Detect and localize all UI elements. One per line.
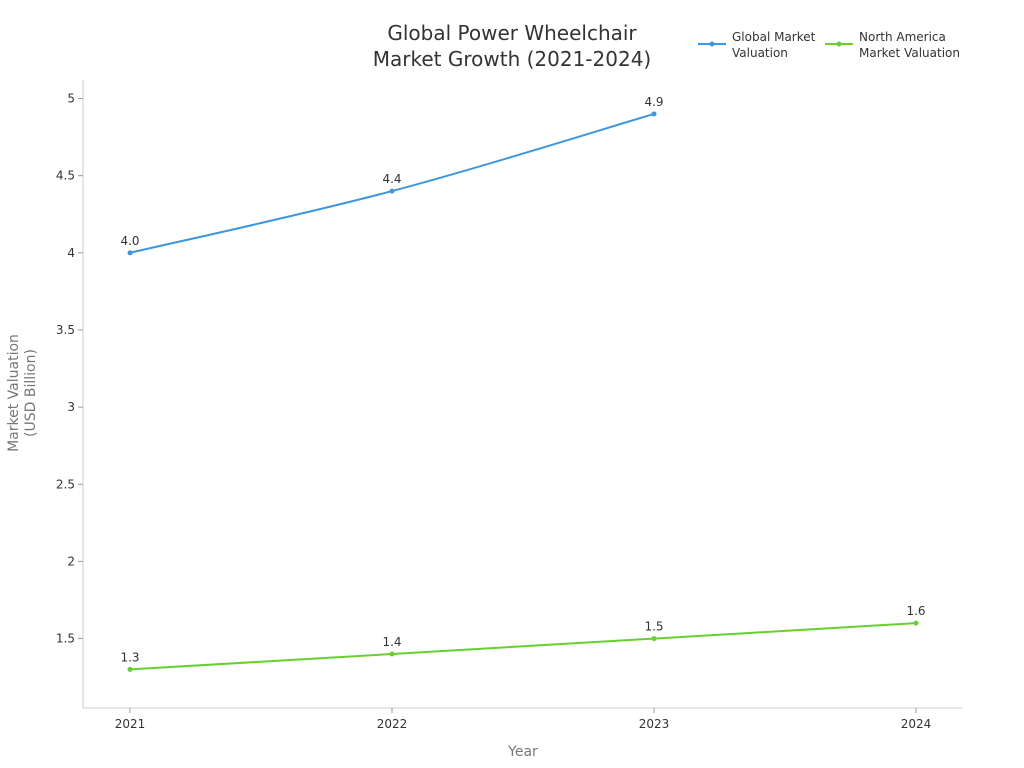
legend-label: Valuation xyxy=(732,46,788,60)
y-tick-label: 3.5 xyxy=(56,323,75,337)
legend: Global Market Valuation North America Marke… xyxy=(698,30,960,60)
data-label: 1.3 xyxy=(120,650,139,664)
series-1: 4.0 4.4 4.9 xyxy=(120,95,664,256)
data-label: 1.6 xyxy=(906,604,925,618)
x-tick-label: 2022 xyxy=(377,717,408,731)
x-axis-ticks: 2021 2022 2023 2024 xyxy=(115,708,932,731)
legend-item-1: Global Market Valuation xyxy=(698,30,816,60)
x-tick-label: 2024 xyxy=(901,717,932,731)
series-group: 4.0 4.4 4.9 1.3 1.4 1.5 1.6 xyxy=(120,95,926,672)
legend-item-2: North America Market Valuation xyxy=(825,30,960,60)
legend-label: North America xyxy=(859,30,946,44)
chart-title-line-2: Market Growth (2021-2024) xyxy=(373,47,651,71)
data-point xyxy=(127,666,133,672)
data-label: 1.4 xyxy=(382,635,401,649)
chart-title-line-1: Global Power Wheelchair xyxy=(387,21,637,45)
data-label: 1.5 xyxy=(644,620,663,634)
y-axis-ticks: 1.5 2 2.5 3 3.5 4 4.5 5 xyxy=(56,92,83,646)
x-tick-label: 2021 xyxy=(115,717,146,731)
legend-label: Global Market xyxy=(732,30,816,44)
y-tick-label: 4.5 xyxy=(56,169,75,183)
legend-swatch-marker xyxy=(836,41,842,47)
series-line xyxy=(129,622,917,671)
series-2: 1.3 1.4 1.5 1.6 xyxy=(120,604,926,672)
y-axis-title-line-1: Market Valuation xyxy=(6,334,22,452)
data-point xyxy=(389,188,395,194)
data-label: 4.9 xyxy=(644,95,663,109)
x-axis-title: Year xyxy=(507,744,538,760)
data-point xyxy=(127,250,133,256)
data-point xyxy=(651,636,657,642)
x-tick-label: 2023 xyxy=(639,717,670,731)
data-label: 4.0 xyxy=(120,234,139,248)
y-axis-title: Market Valuation (USD Billion) xyxy=(6,334,39,452)
y-tick-label: 2.5 xyxy=(56,477,75,491)
y-axis-title-line-2: (USD Billion) xyxy=(23,349,39,437)
y-tick-label: 2 xyxy=(67,554,75,568)
data-point xyxy=(651,111,657,117)
data-point xyxy=(389,651,395,657)
y-tick-label: 4 xyxy=(67,246,75,260)
y-tick-label: 5 xyxy=(67,92,75,106)
data-point xyxy=(913,620,919,626)
legend-label: Market Valuation xyxy=(859,46,960,60)
legend-swatch-marker xyxy=(709,41,715,47)
data-label: 4.4 xyxy=(382,172,401,186)
y-tick-label: 1.5 xyxy=(56,632,75,646)
y-tick-label: 3 xyxy=(67,400,75,414)
